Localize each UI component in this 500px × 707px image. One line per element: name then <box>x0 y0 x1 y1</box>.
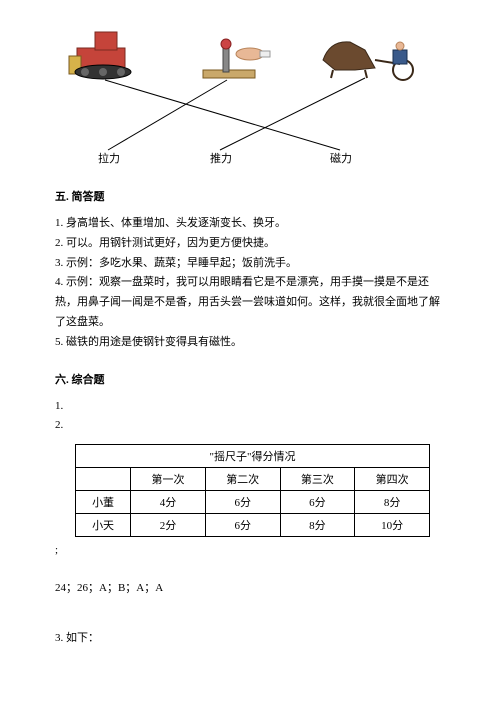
table-title: "摇尺子"得分情况 <box>76 445 430 468</box>
table-cell: 6分 <box>205 514 280 537</box>
force-diagram: 拉力 推力 磁力 <box>55 20 445 170</box>
table-row: 小天 2分 6分 8分 10分 <box>76 514 430 537</box>
horse-cart-icon <box>323 42 413 80</box>
section6-title: 六. 综合题 <box>55 371 445 387</box>
table-cell: 4分 <box>131 491 206 514</box>
line-horse-push <box>220 78 365 150</box>
scale-icon <box>203 39 270 78</box>
section6-body: 1. 2. <box>55 397 445 437</box>
answer-5-2: 2. 可以。用钢针测试更好，因为更方便快捷。 <box>55 234 445 254</box>
label-magnetic: 磁力 <box>330 150 352 166</box>
label-pull: 拉力 <box>98 150 120 166</box>
stray-semicolon: ; <box>55 541 445 561</box>
answer-5-5: 5. 磁铁的用途是使钢针变得具有磁性。 <box>55 333 445 353</box>
answer-5-3: 3. 示例：多吃水果、蔬菜；早睡早起；饭前洗手。 <box>55 254 445 274</box>
table-cell: 6分 <box>280 491 355 514</box>
score-table-wrapper: "摇尺子"得分情况 第一次 第二次 第三次 第四次 小董 4分 6分 6分 8分… <box>75 444 445 537</box>
section5-title: 五. 简答题 <box>55 188 445 204</box>
section6-item2: 2. <box>55 416 445 436</box>
section6-answers: 24；26；A；B；A；A <box>55 579 445 599</box>
table-cell: 6分 <box>205 491 280 514</box>
answer-5-4: 4. 示例：观察一盘菜时，我可以用眼睛看它是不是漂亮，用手摸一摸是不是还热，用鼻… <box>55 273 445 332</box>
table-cell: 10分 <box>355 514 430 537</box>
table-header-row: 第一次 第二次 第三次 第四次 <box>76 468 430 491</box>
table-cell: 小天 <box>76 514 131 537</box>
answer-5-1: 1. 身高增长、体重增加、头发逐渐变长、换牙。 <box>55 214 445 234</box>
table-cell: 8分 <box>280 514 355 537</box>
table-cell: 2分 <box>131 514 206 537</box>
bulldozer-icon <box>69 32 131 79</box>
diagram-svg <box>55 20 445 170</box>
section5-answers: 1. 身高增长、体重增加、头发逐渐变长、换牙。 2. 可以。用钢针测试更好，因为… <box>55 214 445 353</box>
section6-item1: 1. <box>55 397 445 417</box>
table-header-2: 第二次 <box>205 468 280 491</box>
label-push: 推力 <box>210 150 232 166</box>
table-cell: 8分 <box>355 491 430 514</box>
table-header-1: 第一次 <box>131 468 206 491</box>
table-header-4: 第四次 <box>355 468 430 491</box>
table-title-row: "摇尺子"得分情况 <box>76 445 430 468</box>
table-header-0 <box>76 468 131 491</box>
section6-item3: 3. 如下： <box>55 629 445 649</box>
table-cell: 小董 <box>76 491 131 514</box>
score-table: "摇尺子"得分情况 第一次 第二次 第三次 第四次 小董 4分 6分 6分 8分… <box>75 444 430 537</box>
line-scale-pull <box>108 80 227 150</box>
table-header-3: 第三次 <box>280 468 355 491</box>
table-row: 小董 4分 6分 6分 8分 <box>76 491 430 514</box>
line-bulldozer-magnetic <box>105 80 340 150</box>
